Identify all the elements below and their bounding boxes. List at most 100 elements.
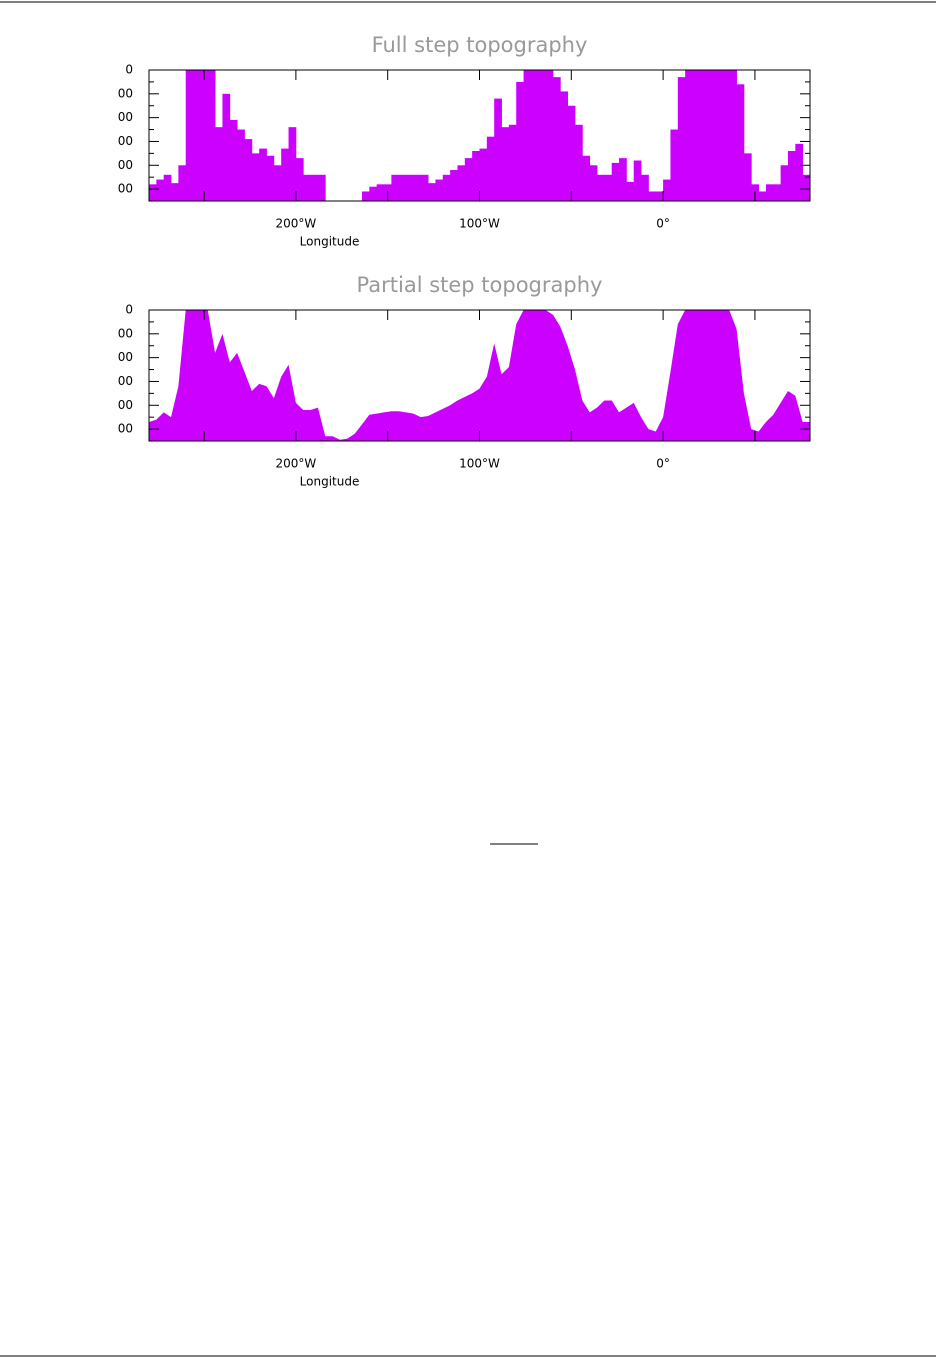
x-tick-label: 100°W bbox=[459, 457, 500, 471]
bar bbox=[641, 174, 649, 201]
x-axis-label: Longitude bbox=[300, 235, 360, 249]
bar bbox=[303, 174, 311, 201]
y-tick-label: 00 bbox=[118, 326, 133, 340]
y-tick-label: 00 bbox=[118, 134, 133, 148]
bar bbox=[552, 77, 561, 201]
bar bbox=[295, 158, 304, 201]
bar bbox=[567, 105, 576, 201]
y-tick-label: 00 bbox=[118, 398, 133, 412]
bar bbox=[215, 127, 223, 201]
bar bbox=[259, 148, 267, 201]
bar bbox=[530, 70, 539, 201]
bar bbox=[398, 174, 407, 201]
bar bbox=[171, 183, 179, 201]
bar bbox=[178, 165, 187, 201]
bar bbox=[369, 186, 378, 201]
bar bbox=[361, 191, 370, 201]
bar bbox=[743, 153, 752, 201]
bar bbox=[773, 184, 782, 201]
bar bbox=[677, 77, 686, 201]
y-tick-label: 00 bbox=[118, 182, 133, 196]
bar bbox=[508, 124, 517, 201]
bar bbox=[692, 70, 701, 201]
y-tick-label: 0 bbox=[125, 303, 133, 317]
bar bbox=[479, 148, 488, 201]
bar bbox=[244, 139, 253, 201]
bar bbox=[486, 136, 495, 201]
x-tick-label: 200°W bbox=[275, 457, 316, 471]
bar bbox=[472, 150, 480, 201]
bar bbox=[560, 91, 569, 201]
x-tick-label: 200°W bbox=[275, 217, 316, 231]
bar bbox=[266, 155, 275, 201]
bar bbox=[420, 174, 429, 201]
y-tick-label: 00 bbox=[118, 158, 133, 172]
bar bbox=[281, 148, 289, 201]
x-tick-label: 0° bbox=[656, 457, 670, 471]
bar bbox=[406, 174, 414, 201]
bar bbox=[780, 165, 789, 201]
bar bbox=[663, 179, 671, 201]
bar bbox=[802, 174, 811, 201]
bar bbox=[200, 70, 209, 201]
bar bbox=[310, 174, 319, 201]
y-tick-label: 00 bbox=[118, 422, 133, 436]
bar bbox=[795, 143, 804, 201]
bar bbox=[376, 184, 385, 201]
chart-title: Full step topography bbox=[372, 33, 588, 57]
bar bbox=[442, 174, 451, 201]
bar bbox=[545, 70, 554, 201]
bar bbox=[597, 174, 605, 201]
bar bbox=[648, 191, 657, 201]
y-tick-label: 00 bbox=[118, 350, 133, 364]
bar bbox=[685, 70, 693, 201]
bar bbox=[582, 155, 591, 201]
bar bbox=[494, 98, 502, 201]
bar bbox=[501, 127, 510, 201]
bar bbox=[633, 160, 642, 201]
bar bbox=[611, 162, 620, 201]
bar bbox=[229, 120, 238, 201]
bar bbox=[604, 174, 613, 201]
bar bbox=[516, 81, 524, 201]
chart-title: Partial step topography bbox=[357, 273, 603, 297]
bar bbox=[450, 170, 458, 201]
bar bbox=[237, 129, 245, 201]
bar bbox=[251, 153, 260, 201]
bar bbox=[721, 70, 730, 201]
bar bbox=[523, 70, 532, 201]
bar bbox=[273, 165, 282, 201]
bar bbox=[464, 158, 473, 201]
bar bbox=[729, 70, 737, 201]
bar bbox=[391, 174, 400, 201]
bar bbox=[787, 150, 796, 201]
bar bbox=[714, 70, 723, 201]
bar bbox=[707, 70, 715, 201]
bar bbox=[626, 181, 635, 201]
bar bbox=[619, 158, 627, 201]
bar bbox=[758, 191, 767, 201]
bar bbox=[670, 129, 679, 201]
bar bbox=[428, 183, 436, 201]
y-tick-label: 0 bbox=[125, 63, 133, 77]
bar bbox=[185, 70, 194, 201]
bar bbox=[149, 184, 157, 201]
bar bbox=[207, 70, 216, 201]
bar bbox=[765, 184, 774, 201]
bar bbox=[413, 174, 422, 201]
bar bbox=[699, 70, 708, 201]
bar bbox=[655, 191, 664, 201]
bar bbox=[222, 93, 231, 201]
x-axis-label: Longitude bbox=[300, 475, 360, 489]
bar bbox=[317, 174, 326, 201]
bar bbox=[457, 165, 466, 201]
area bbox=[149, 310, 810, 441]
bar bbox=[538, 70, 546, 201]
x-tick-label: 100°W bbox=[459, 217, 500, 231]
bar bbox=[736, 84, 745, 201]
bar bbox=[193, 70, 201, 201]
bar bbox=[288, 127, 297, 201]
bar bbox=[589, 165, 598, 201]
bar bbox=[156, 179, 165, 201]
